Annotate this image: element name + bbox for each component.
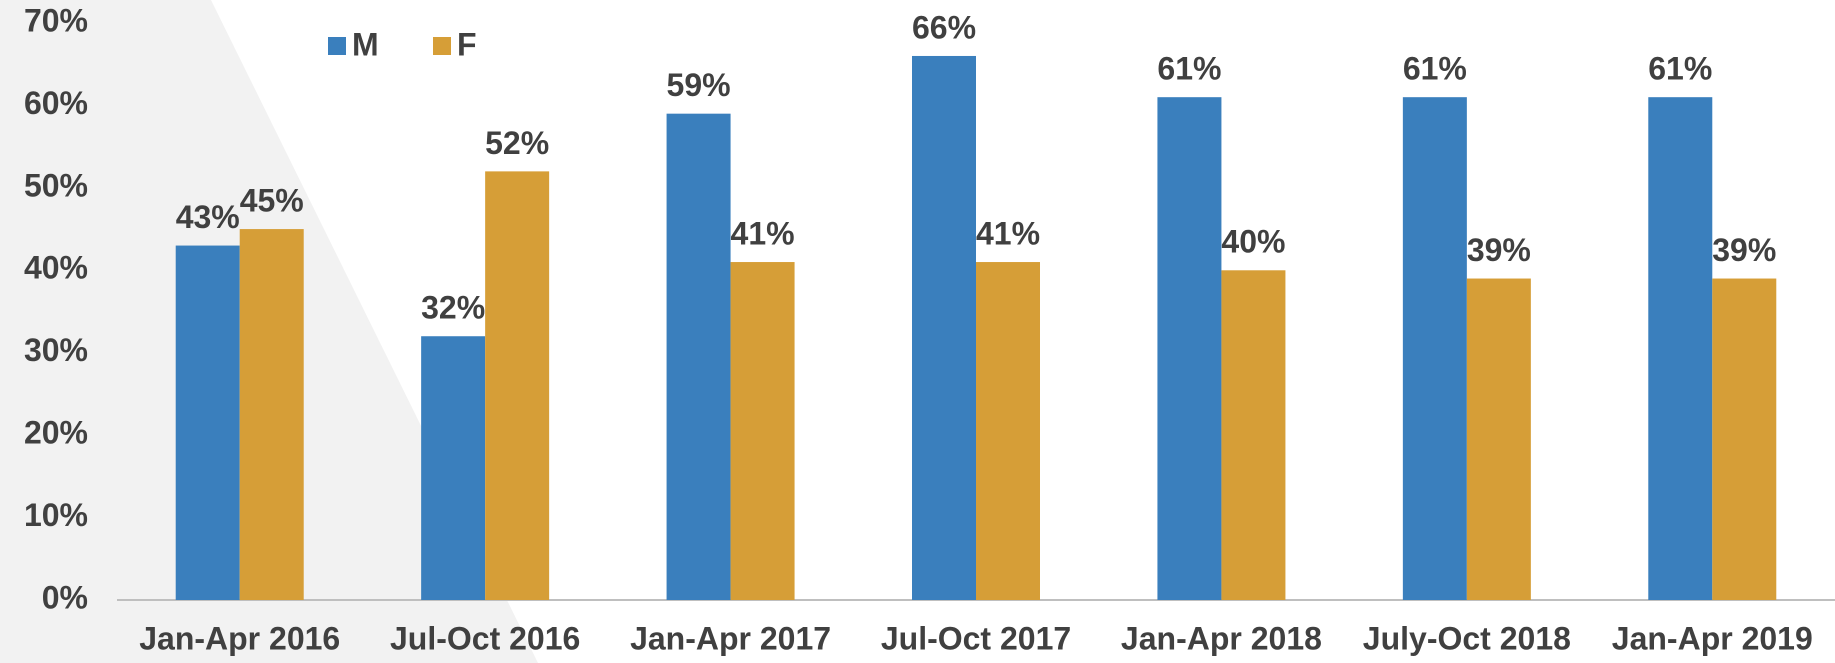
bar (421, 336, 486, 600)
x-tick-label: Jul-Oct 2017 (881, 620, 1071, 656)
data-label: 52% (485, 125, 549, 161)
data-label: 59% (667, 67, 731, 103)
data-label: 39% (1467, 232, 1531, 268)
data-label: 45% (240, 183, 304, 219)
data-label: 61% (1648, 51, 1712, 87)
x-tick-label: Jan-Apr 2016 (139, 620, 340, 656)
data-label: 66% (912, 9, 976, 45)
x-tick-label: Jan-Apr 2018 (1121, 620, 1322, 656)
data-label: 61% (1157, 51, 1221, 87)
y-tick-label: 0% (42, 579, 88, 615)
bar (1402, 97, 1467, 600)
y-tick-label: 50% (24, 167, 88, 203)
bar (1712, 278, 1777, 600)
bar (239, 229, 304, 601)
y-tick-label: 20% (24, 415, 88, 451)
data-label: 32% (421, 290, 485, 326)
legend-label: M (352, 26, 379, 62)
bar (730, 262, 795, 600)
bar (1466, 278, 1531, 600)
x-tick-label: Jan-Apr 2019 (1612, 620, 1813, 656)
data-label: 41% (731, 215, 795, 251)
legend-label: F (457, 26, 477, 62)
legend-swatch (328, 37, 346, 55)
bar (912, 55, 976, 600)
data-label: 41% (976, 215, 1040, 251)
y-tick-label: 60% (24, 85, 88, 121)
data-label: 39% (1712, 232, 1776, 268)
bar (1648, 97, 1713, 600)
bar (485, 171, 550, 600)
x-tick-label: Jan-Apr 2017 (630, 620, 831, 656)
y-tick-label: 30% (24, 332, 88, 368)
bar (976, 262, 1040, 600)
legend-swatch (433, 37, 451, 55)
bar (1157, 97, 1222, 600)
bar (666, 113, 731, 601)
data-label: 40% (1221, 224, 1285, 260)
bar (175, 245, 240, 601)
y-tick-label: 10% (24, 497, 88, 533)
y-tick-label: 70% (24, 2, 88, 38)
data-label: 61% (1403, 51, 1467, 87)
y-tick-label: 40% (24, 250, 88, 286)
x-tick-label: July-Oct 2018 (1363, 620, 1571, 656)
x-tick-label: Jul-Oct 2016 (390, 620, 580, 656)
bar (1221, 270, 1286, 600)
data-label: 43% (176, 199, 240, 235)
